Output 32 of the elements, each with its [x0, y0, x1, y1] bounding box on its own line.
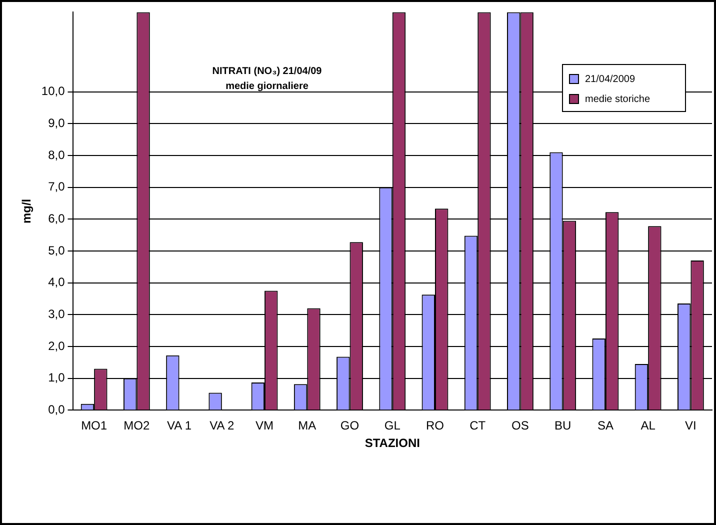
- x-tick-label: VM: [256, 418, 274, 433]
- x-tick-label: MO2: [124, 418, 150, 433]
- y-tick-label: 9,0: [48, 116, 66, 130]
- text: NITRATI (NO₃) 21/04/09: [211, 65, 323, 79]
- legend-label: 21/04/2009: [585, 74, 636, 84]
- x-tick-label: GO: [340, 418, 360, 433]
- y-tick-label: 3,0: [48, 306, 66, 321]
- x-tick-label: SA: [597, 418, 614, 433]
- y-tick-label: 8,0: [48, 148, 66, 162]
- x-tick-label: VA 2: [210, 418, 234, 433]
- y-tick-label: 5,0: [48, 243, 66, 258]
- x-tick-label: BU: [554, 418, 572, 433]
- y-tick-label: 0,0: [48, 402, 66, 417]
- y-tick-label: 10,0: [41, 84, 66, 98]
- x-tick-label: MA: [298, 418, 316, 433]
- y-tick-label: 1,0: [48, 370, 66, 385]
- text: medie giornaliere: [224, 80, 310, 94]
- x-tick-label: AL: [640, 418, 656, 433]
- x-tick-label: RO: [426, 418, 444, 433]
- x-tick-label: MO1: [81, 418, 108, 433]
- x-tick-label: GL: [384, 418, 401, 433]
- y-tick-label: 7,0: [48, 180, 66, 194]
- x-tick-label: OS: [512, 418, 529, 433]
- x-axis-title: STAZIONI: [364, 436, 420, 450]
- x-tick-label: VA 1: [167, 418, 192, 433]
- y-tick-label: 2,0: [48, 338, 66, 353]
- x-tick-label: VI: [685, 418, 696, 433]
- y-axis-title: mg/l: [20, 198, 34, 224]
- x-tick-label: CT: [470, 418, 486, 433]
- legend-label: medie storiche: [585, 94, 650, 104]
- y-tick-label: 6,0: [48, 211, 66, 226]
- y-tick-label: 4,0: [48, 275, 66, 290]
